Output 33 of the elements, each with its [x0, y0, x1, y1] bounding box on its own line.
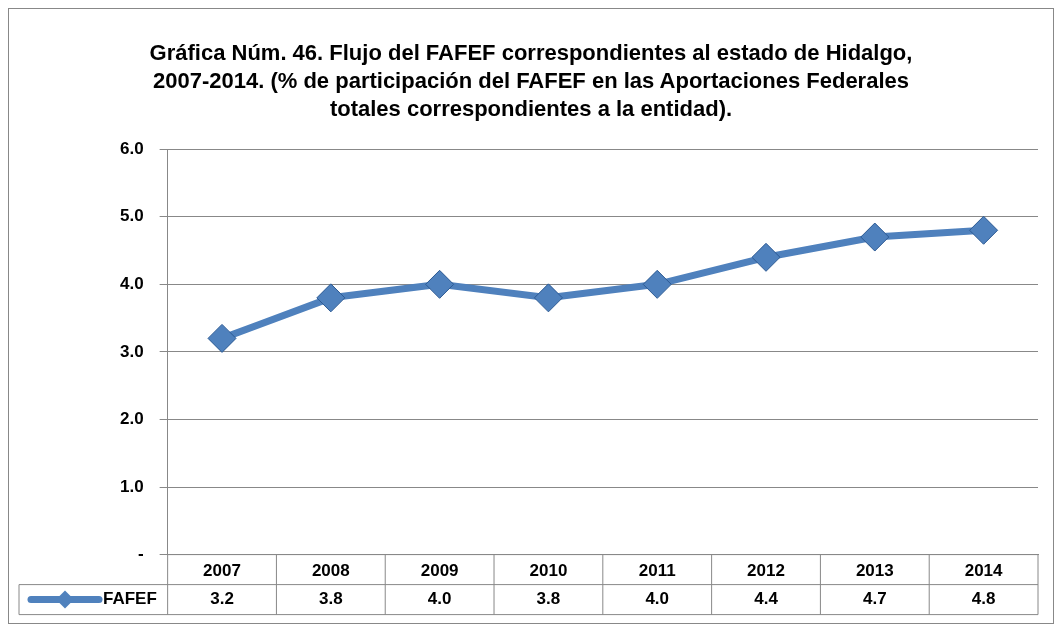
x-tick-label: 2009 [420, 561, 459, 581]
data-label: 4.7 [862, 589, 887, 609]
y-tick-label: 6.0 [119, 138, 144, 158]
x-tick-label: 2014 [964, 561, 1004, 581]
point [751, 242, 781, 272]
y-tick-label: 4.0 [119, 274, 144, 294]
point [316, 283, 346, 313]
data-label: 4.4 [754, 589, 779, 609]
y-tick-label: 5.0 [119, 206, 144, 226]
data-label: 4.0 [645, 589, 670, 609]
y-tick-label: 2.0 [119, 409, 144, 429]
point [860, 222, 890, 252]
x-tick-label: 2010 [529, 561, 568, 581]
point [425, 269, 455, 299]
x-tick-label: 2007 [203, 561, 241, 581]
data-label: 4.8 [971, 589, 996, 609]
x-tick-label: 2011 [638, 561, 676, 581]
point [969, 215, 999, 245]
point [207, 323, 237, 353]
x-tick-label: 2013 [855, 561, 894, 581]
chart-title: Gráfica Núm. 46. Flujo del FAFEF correspondientes al estado de Hidalgo, 2007-2014. (% de participación del FAFEF en las Aportaciones Federales totales correspondientes a la entidad). [148, 39, 914, 123]
point [642, 269, 672, 299]
x-tick-label: 2008 [311, 561, 350, 581]
point [533, 283, 563, 313]
y-tick-label: 3.0 [119, 341, 144, 361]
x-tick-label: 2012 [747, 561, 785, 581]
y-tick-label: - [137, 544, 144, 564]
data-label: 3.8 [319, 589, 343, 609]
data-label: 4.0 [427, 589, 452, 609]
legend-label: FAFEF [103, 589, 157, 609]
data-label: 3.8 [536, 589, 561, 609]
y-tick-label: 1.0 [119, 476, 144, 496]
data-label: 3.2 [210, 589, 234, 609]
